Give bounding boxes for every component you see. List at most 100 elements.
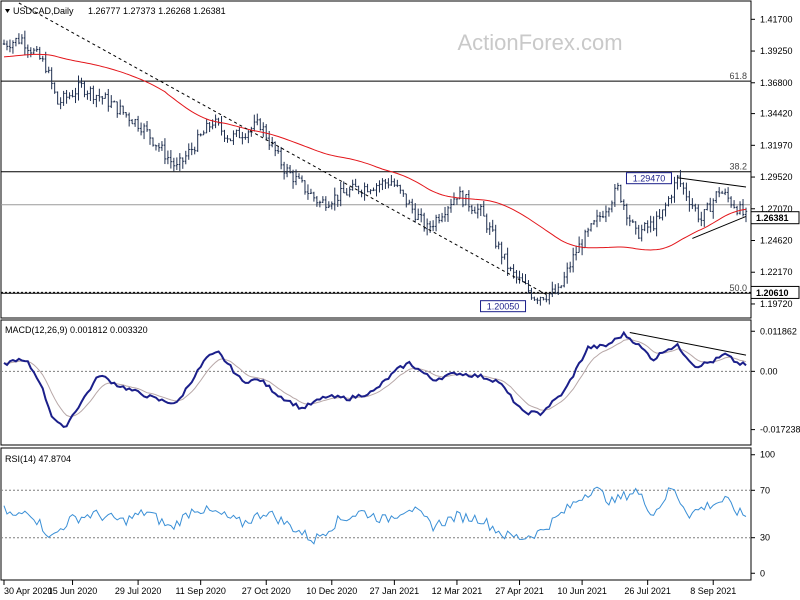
price-candle [414, 203, 417, 223]
price-candle [187, 143, 190, 160]
price-overlays: 1.29470 1.20050 [3, 2, 747, 313]
price-candle [372, 187, 375, 192]
price-candle [703, 208, 706, 227]
price-candle [518, 270, 521, 284]
price-candle [315, 195, 319, 207]
long-trendline [18, 2, 547, 295]
price-candle [425, 218, 429, 236]
price-candle [571, 247, 575, 273]
price-levels: 61.8 38.2 50.0 [1, 71, 751, 294]
price-candle [318, 200, 322, 208]
header-triangle-icon [5, 9, 10, 13]
price-candle [273, 141, 277, 157]
rsi-tick-label: 100 [760, 450, 775, 460]
price-candle [86, 90, 89, 100]
price-candle [488, 222, 491, 235]
price-candle [282, 161, 286, 180]
price-candle [458, 186, 462, 200]
price-candle [646, 220, 649, 234]
moving-average-line [3, 53, 747, 251]
price-candle [345, 188, 348, 196]
price-candle [735, 205, 739, 216]
price-candle [399, 184, 402, 194]
price-candle [509, 266, 512, 272]
price-candle [598, 211, 602, 222]
price-candle [619, 184, 623, 203]
price-candle [208, 122, 211, 133]
price-tick-label: 1.27070 [760, 204, 793, 214]
price-candle [32, 47, 35, 55]
price-candle [712, 198, 715, 219]
price-candle [107, 88, 110, 112]
price-candle [449, 198, 453, 213]
price-candle [193, 146, 196, 155]
x-tick-label: 30 Apr 2020 [4, 586, 53, 596]
rsi-tick-label: 0 [760, 568, 765, 578]
price-candle [53, 82, 56, 94]
price-candle [685, 182, 688, 201]
price-candle [336, 194, 339, 207]
price-candle [354, 178, 357, 188]
price-candle [95, 94, 98, 108]
price-candle [491, 219, 494, 232]
price-candle [625, 203, 629, 226]
price-candle [595, 209, 599, 228]
price-candle [533, 296, 536, 301]
price-candle [89, 86, 92, 102]
macd-trendline [629, 331, 747, 356]
x-tick-label: 11 Sep 2020 [175, 586, 225, 596]
price-candle [428, 220, 432, 233]
price-candle [324, 196, 328, 211]
price-candle [390, 174, 393, 186]
rsi-line [3, 486, 747, 545]
price-candle [411, 198, 414, 214]
price-tick-label: 1.29520 [760, 172, 793, 182]
macd-layer: 0.011862 0.00 -0.017238 [1, 326, 800, 435]
price-candle [184, 150, 187, 165]
price-candle [563, 271, 566, 288]
price-tick-label: 1.24620 [760, 236, 793, 246]
price-candle [661, 209, 664, 221]
price-candle [226, 135, 229, 143]
price-candle [309, 188, 313, 195]
price-candle [8, 39, 12, 53]
price-tick-label: 1.34420 [760, 109, 793, 119]
price-candle [577, 236, 581, 253]
price-candle [256, 113, 259, 126]
price-candle [589, 223, 593, 232]
price-candle [706, 202, 709, 211]
price-candle [121, 105, 125, 115]
price-candle [56, 91, 59, 105]
price-candle [649, 215, 652, 233]
price-candle [110, 95, 113, 109]
price-candle [405, 193, 408, 208]
price-candle [303, 180, 307, 195]
price-candle [628, 214, 631, 227]
price-candle [300, 175, 304, 183]
price-annotation: 1.20050 [480, 300, 527, 313]
price-candles [2, 30, 748, 306]
price-candle [461, 190, 465, 208]
price-candle [160, 141, 164, 151]
price-candle [20, 34, 24, 45]
price-candle [196, 129, 199, 152]
x-tick-label: 29 Jul 2020 [115, 586, 162, 596]
price-tick-label: 1.36800 [760, 78, 793, 88]
price-candle [253, 114, 256, 132]
price-candle [610, 200, 614, 213]
price-candle [688, 190, 691, 212]
price-candle [241, 131, 244, 145]
price-candle [190, 142, 193, 156]
price-candle [265, 124, 268, 141]
price-candle [74, 87, 77, 104]
price-candle [542, 296, 545, 301]
price-candle [744, 207, 748, 223]
price-candle [71, 89, 74, 98]
price-candle [279, 146, 283, 170]
price-candle [566, 262, 569, 284]
price-candle [235, 129, 238, 138]
price-candle [446, 206, 450, 222]
